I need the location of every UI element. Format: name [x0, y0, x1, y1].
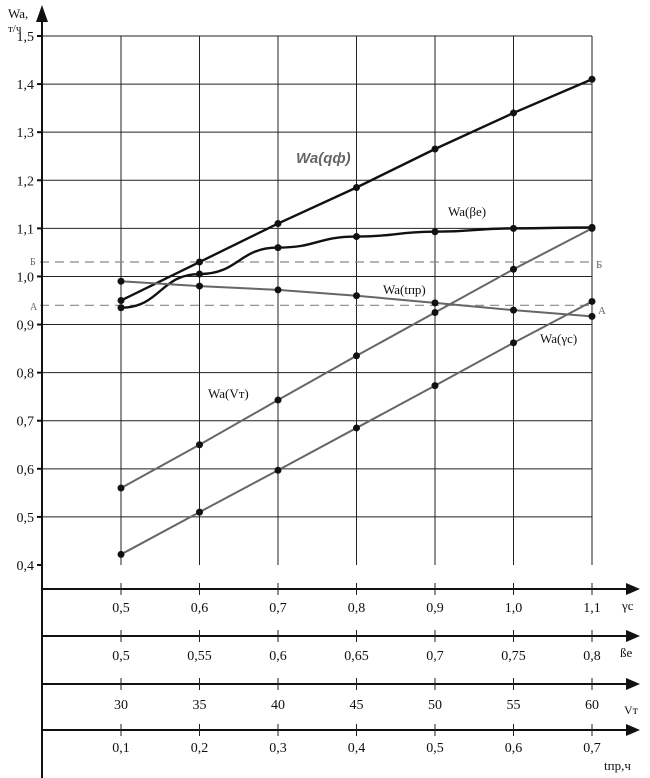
y-tick-label: 1,0: [17, 270, 35, 285]
data-point: [353, 233, 360, 241]
data-point: [196, 441, 203, 449]
data-point: [274, 244, 282, 252]
data-point: [117, 297, 125, 304]
x-axis-label-tpr: tпр,ч: [604, 758, 631, 773]
x-tick-label: 0,3: [269, 741, 287, 756]
x-tick-label: 0,75: [501, 649, 526, 664]
data-point: [588, 297, 596, 305]
x-tick-label: 0,7: [426, 649, 444, 664]
data-point: [196, 508, 203, 516]
data-point: [117, 484, 125, 492]
y-axis-arrow: [36, 5, 48, 22]
x-tick-label: 0,8: [583, 649, 601, 664]
x-tick-label: 50: [428, 698, 442, 713]
x-tick-label: 0,5: [112, 601, 130, 616]
x-tick-label: 0,5: [426, 741, 444, 756]
data-point: [588, 75, 596, 83]
ref-label-a-left: А: [30, 302, 38, 313]
data-point: [431, 382, 439, 390]
data-point: [588, 224, 596, 232]
x-axis-arrow: [626, 678, 640, 690]
x-tick-label: 0,5: [112, 649, 130, 664]
data-point: [431, 309, 439, 317]
data-point: [353, 292, 360, 300]
data-point: [196, 282, 203, 290]
x-tick-label: 0,6: [505, 741, 523, 756]
x-axis-label-be: ßе: [620, 645, 633, 660]
y-tick-label: 0,6: [17, 463, 35, 478]
data-point: [510, 224, 517, 232]
x-tick-label: 60: [585, 698, 599, 713]
series-label-be: Wa(βe): [448, 204, 486, 219]
x-tick-label: 0,9: [426, 601, 444, 616]
x-tick-label: 1,0: [505, 601, 523, 616]
x-tick-label: 0,1: [112, 741, 130, 756]
x-tick-label: 45: [350, 698, 364, 713]
y-tick-label: 1,4: [17, 78, 35, 93]
x-axis-label-vt: Vт: [624, 703, 639, 717]
x-tick-label: 40: [271, 698, 285, 713]
x-tick-label: 0,7: [583, 741, 601, 756]
x-tick-label: 0,2: [191, 741, 209, 756]
data-point: [353, 424, 360, 432]
ref-label-a-right: А: [598, 305, 606, 317]
y-tick-label: 1,5: [17, 30, 35, 45]
data-point: [274, 220, 282, 228]
series-label-tpr: Wa(tпр): [383, 282, 426, 297]
x-tick-label: 0,7: [269, 601, 287, 616]
reference-lines: [40, 261, 592, 306]
data-point: [588, 312, 596, 320]
data-point: [510, 265, 517, 273]
data-point: [274, 286, 282, 294]
x-tick-label: 0,8: [348, 601, 366, 616]
x-tick-label: 0,6: [269, 649, 287, 664]
y-tick-label: 0,8: [17, 367, 35, 382]
data-point: [196, 258, 203, 266]
data-point: [353, 183, 360, 191]
x-axis-arrow: [626, 724, 640, 736]
data-point: [510, 306, 517, 314]
y-tick-label: 0,9: [17, 319, 35, 334]
x-axis-arrow: [626, 630, 640, 642]
data-point: [510, 339, 517, 347]
series-lines: [117, 75, 596, 558]
data-point: [431, 145, 439, 153]
data-point: [353, 352, 360, 360]
y-tick-label: 1,1: [17, 222, 35, 237]
data-point: [117, 550, 125, 558]
labels: Wa, т/ч Wa(qф) Wa(βe) Wa(tпр) Wa(Vт) Wa(…: [8, 6, 639, 773]
x-axis-arrow: [626, 583, 640, 595]
ref-label-b-left: Б: [30, 257, 36, 268]
x-axis-label-gc: γc: [621, 598, 634, 613]
x-tick-label: 55: [507, 698, 521, 713]
y-tick-label: 1,3: [17, 126, 35, 141]
y-axis-label-line2: т/ч: [8, 23, 22, 35]
x-tick-label: 0,55: [187, 649, 212, 664]
x-tick-label: 35: [193, 698, 207, 713]
y-tick-label: 0,4: [17, 559, 35, 574]
x-tick-label: 1,1: [583, 601, 601, 616]
data-point: [117, 304, 125, 312]
y-tick-label: 1,2: [17, 174, 35, 189]
series-label-qf: Wa(qф): [296, 150, 351, 167]
x-tick-label: 0,4: [348, 741, 366, 756]
x-tick-label: 0,65: [344, 649, 369, 664]
x-tick-label: 0,6: [191, 601, 209, 616]
y-tick-label: 0,7: [17, 415, 35, 430]
data-point: [274, 396, 282, 404]
data-point: [196, 270, 203, 278]
data-point: [274, 466, 282, 474]
ref-label-b-right: Б: [596, 259, 602, 271]
data-point: [431, 228, 439, 236]
series-label-vt: Wa(Vт): [208, 386, 249, 401]
axes: 0,4 0,5 0,6 0,7 0,8 0,9 1,0 1,1 1,2 1,3 1,4 1,5 0,5 0…: [17, 5, 640, 778]
y-axis-label-line1: Wa,: [8, 6, 28, 21]
data-point: [117, 277, 125, 285]
y-tick-label: 0,5: [17, 511, 35, 526]
data-point: [431, 299, 439, 307]
series-label-gc: Wa(γc): [540, 331, 577, 346]
data-point: [510, 109, 517, 117]
x-tick-label: 30: [114, 698, 128, 713]
